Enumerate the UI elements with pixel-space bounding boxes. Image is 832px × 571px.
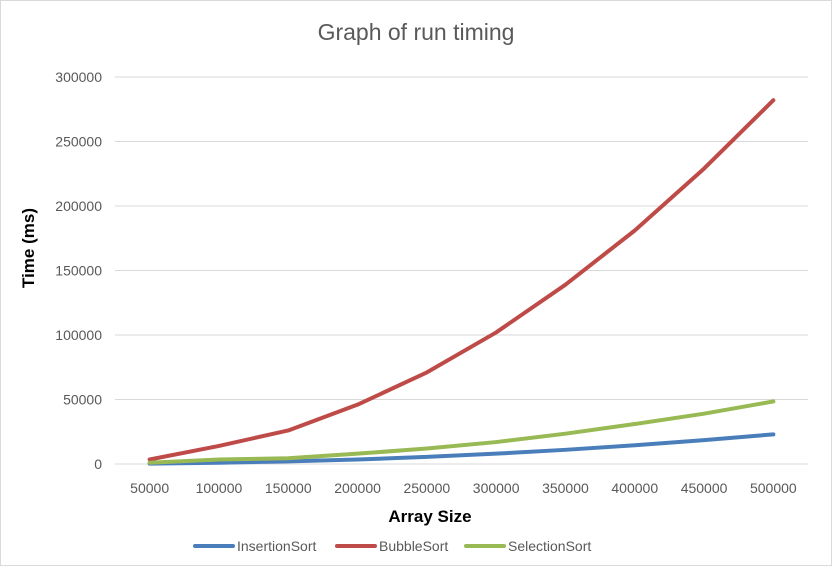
y-tick-label-50000: 50000 [63, 392, 102, 408]
x-tick-label-500000: 500000 [750, 480, 797, 496]
x-tick-label-350000: 350000 [542, 480, 589, 496]
legend: InsertionSort BubbleSort SelectionSort [193, 538, 591, 554]
x-tick-label-200000: 200000 [334, 480, 381, 496]
y-tick-label-150000: 150000 [55, 263, 102, 279]
x-axis-title: Array Size [388, 507, 471, 526]
y-tick-label-300000: 300000 [55, 69, 102, 85]
x-tick-label-450000: 450000 [681, 480, 728, 496]
y-tick-label-0: 0 [94, 456, 102, 472]
legend-label-InsertionSort: InsertionSort [237, 538, 316, 554]
x-tick-label-300000: 300000 [473, 480, 520, 496]
y-tick-labels: 0 50000 100000 150000 200000 250000 300000 [55, 69, 102, 472]
x-tick-label-50000: 50000 [130, 480, 169, 496]
chart-title: Graph of run timing [318, 19, 515, 45]
x-tick-labels: 50000 100000 150000 200000 250000 300000 35000… [130, 480, 797, 496]
x-tick-label-250000: 250000 [403, 480, 450, 496]
series-line-InsertionSort [147, 432, 776, 466]
y-tick-label-100000: 100000 [55, 327, 102, 343]
legend-label-SelectionSort: SelectionSort [508, 538, 591, 554]
legend-label-BubbleSort: BubbleSort [379, 538, 448, 554]
series-line-BubbleSort [147, 98, 776, 462]
x-tick-label-150000: 150000 [265, 480, 312, 496]
y-axis-title: Time (ms) [19, 208, 38, 288]
y-tick-label-250000: 250000 [55, 134, 102, 150]
series-line-SelectionSort [147, 399, 776, 465]
x-tick-label-400000: 400000 [611, 480, 658, 496]
series-layer [147, 98, 776, 466]
x-tick-label-100000: 100000 [196, 480, 243, 496]
y-tick-label-200000: 200000 [55, 198, 102, 214]
